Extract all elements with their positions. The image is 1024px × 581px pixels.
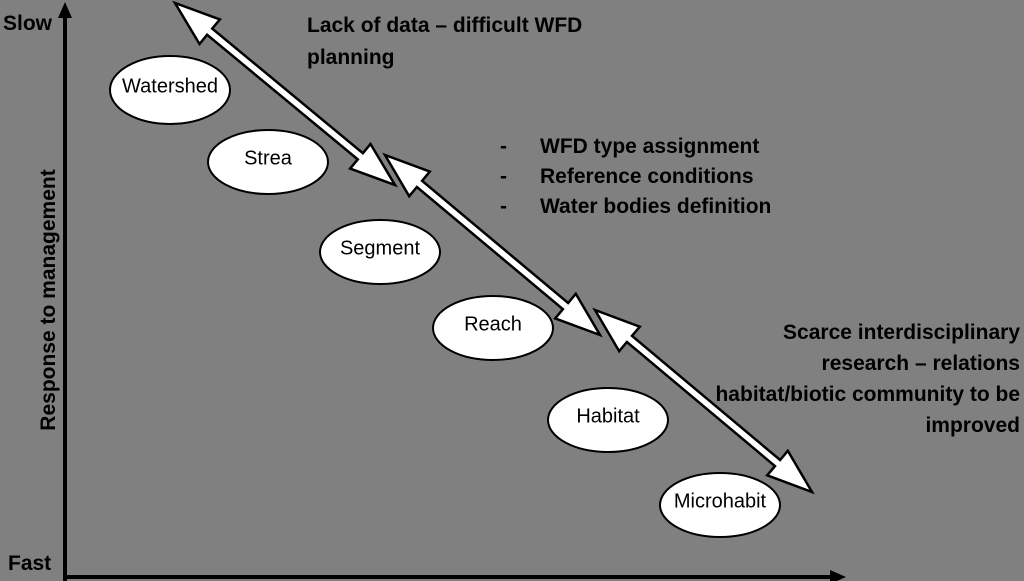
node-ellipse	[432, 295, 554, 361]
arrows	[172, 0, 815, 495]
note-line: planning	[307, 46, 395, 69]
axis-bottom-label: Fast	[8, 552, 51, 575]
note-line: Lack of data – difficult WFD	[307, 14, 582, 37]
note-line: Water bodies definition	[540, 195, 771, 218]
node-label: Segment	[340, 237, 420, 259]
note-line: Scarce interdisciplinary	[783, 321, 1020, 344]
note-line: Reference conditions	[540, 165, 754, 188]
bullet: -	[500, 165, 507, 188]
node-ellipse	[109, 55, 231, 125]
y-axis-arrowhead	[58, 2, 72, 18]
node-ellipse	[659, 472, 781, 538]
axis-top-label: Slow	[3, 12, 53, 35]
node-ellipse	[319, 219, 441, 285]
node-label: Microhabit	[674, 490, 767, 512]
note-line: habitat/biotic community to be	[715, 383, 1020, 406]
axis-y-label: Response to management	[37, 169, 60, 430]
bullet: -	[500, 135, 507, 158]
note-line: WFD type assignment	[540, 135, 759, 158]
double-arrow	[592, 307, 815, 495]
node-label: Strea	[244, 147, 293, 169]
double-arrow	[382, 152, 603, 338]
nodes: Watershed Strea Segment Reach Habitat Microha…	[109, 55, 781, 538]
notes: Lack of data – difficult WFD planning - WFD…	[307, 14, 1020, 437]
node-label: Habitat	[576, 405, 640, 427]
double-arrow	[172, 0, 398, 188]
node-label: Watershed	[122, 75, 218, 97]
x-axis-arrowhead	[830, 570, 846, 581]
note-line: improved	[925, 414, 1020, 437]
note-line: research – relations	[822, 352, 1020, 375]
node-label: Reach	[464, 313, 522, 335]
bullet: -	[500, 195, 507, 218]
node-ellipse	[207, 129, 329, 195]
node-ellipse	[547, 387, 669, 453]
